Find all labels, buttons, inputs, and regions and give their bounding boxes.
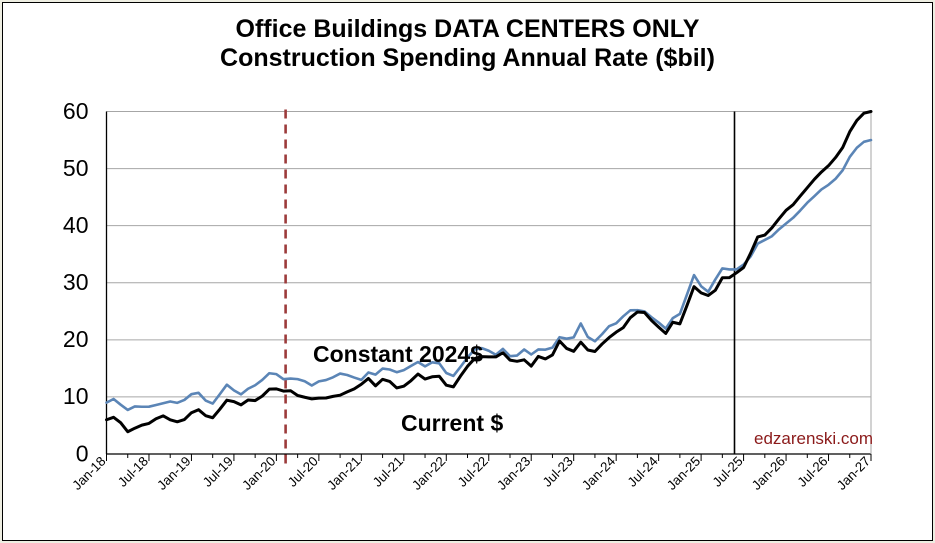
svg-text:40: 40 (63, 212, 89, 238)
svg-text:Jul-21: Jul-21 (370, 454, 406, 490)
svg-text:Jan-23: Jan-23 (494, 454, 533, 493)
svg-text:Jan-19: Jan-19 (154, 454, 193, 493)
svg-text:Current $: Current $ (401, 410, 503, 436)
svg-text:10: 10 (63, 383, 89, 409)
svg-text:Jul-20: Jul-20 (285, 454, 321, 490)
svg-text:Jan-24: Jan-24 (579, 454, 618, 493)
svg-text:Jan-22: Jan-22 (409, 454, 448, 493)
svg-text:Jul-23: Jul-23 (540, 454, 576, 490)
svg-text:Constant 2024$: Constant 2024$ (313, 341, 483, 367)
svg-text:Jan-20: Jan-20 (239, 454, 278, 493)
svg-text:30: 30 (63, 269, 89, 295)
svg-text:edzarenski.com: edzarenski.com (754, 429, 873, 448)
svg-text:Jul-18: Jul-18 (115, 454, 151, 490)
svg-text:50: 50 (63, 155, 89, 181)
svg-text:Jul-19: Jul-19 (200, 454, 236, 490)
svg-text:Jul-26: Jul-26 (794, 454, 830, 490)
svg-text:0: 0 (76, 440, 89, 466)
svg-text:Jul-24: Jul-24 (625, 454, 661, 490)
svg-text:20: 20 (63, 326, 89, 352)
svg-text:Jan-25: Jan-25 (664, 454, 703, 493)
svg-text:60: 60 (63, 98, 89, 124)
svg-text:Jan-26: Jan-26 (749, 454, 788, 493)
svg-text:Jul-22: Jul-22 (455, 454, 491, 490)
svg-text:Jan-21: Jan-21 (324, 454, 363, 493)
svg-text:Jan-27: Jan-27 (834, 454, 873, 493)
svg-text:Jul-25: Jul-25 (709, 454, 745, 490)
